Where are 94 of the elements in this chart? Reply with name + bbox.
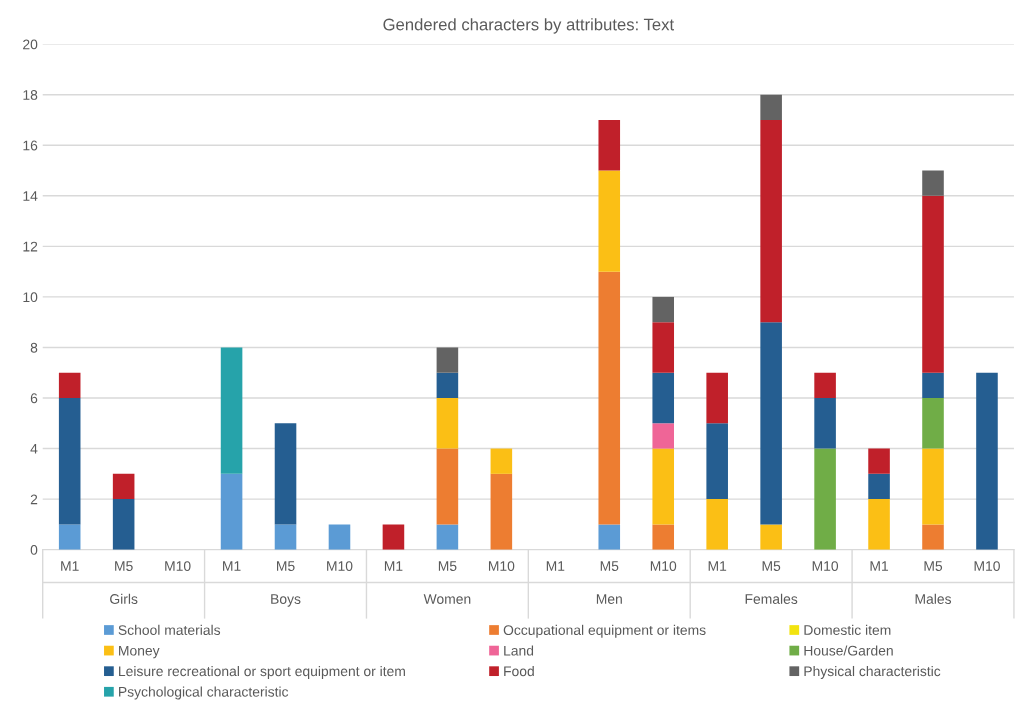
bar <box>652 322 675 373</box>
bar <box>382 524 405 550</box>
legend-label: Food <box>504 665 534 677</box>
bar <box>436 347 459 373</box>
bar <box>58 524 81 550</box>
legend-label: School materials <box>118 624 221 635</box>
x-tick-label: M5 <box>924 561 943 571</box>
x-tick-label: M10 <box>327 561 353 571</box>
bar <box>112 473 135 500</box>
legend-label: Leisure recreational or sport equipment or item <box>119 665 405 679</box>
x-tick-label: M5 <box>115 561 133 571</box>
bar <box>922 524 944 550</box>
bar <box>868 499 890 550</box>
y-tick-label: 20 <box>23 39 38 50</box>
bar <box>868 448 890 474</box>
x-tick-label: M5 <box>438 561 457 571</box>
y-tick-label: 0 <box>30 545 38 555</box>
y-tick-label: 10 <box>23 292 38 303</box>
bar <box>706 372 728 424</box>
bar <box>436 372 459 399</box>
bar <box>58 372 81 399</box>
text: Women <box>423 594 471 604</box>
bar <box>598 119 621 171</box>
bar <box>220 473 243 550</box>
text: Males <box>915 593 952 604</box>
y-tick-label: 6 <box>30 393 38 404</box>
bar <box>112 499 135 550</box>
legend-label: Occupational equipment or items <box>503 624 706 638</box>
bar <box>922 372 944 399</box>
bar <box>220 347 243 474</box>
text: Men <box>596 594 622 604</box>
bar <box>922 195 944 373</box>
text: Boys <box>271 594 301 607</box>
x-tick-label: M5 <box>600 561 619 571</box>
bar <box>814 398 836 449</box>
legend-label: House/Garden <box>804 645 893 656</box>
x-tick-label: M10 <box>812 561 839 571</box>
bar <box>922 448 944 525</box>
y-tick-label: 4 <box>30 444 38 454</box>
bar <box>868 473 890 500</box>
bar <box>976 372 998 550</box>
y-tick-label: 8 <box>30 342 38 353</box>
x-tick-label: M5 <box>277 561 295 571</box>
legend-label: Physical characteristic <box>804 665 941 679</box>
x-tick-label: M1 <box>223 561 241 571</box>
bar <box>652 448 675 525</box>
bar <box>652 296 675 323</box>
bar <box>922 398 944 449</box>
bar <box>760 119 782 323</box>
bar <box>814 448 836 550</box>
bar <box>58 398 81 525</box>
bar <box>328 524 351 550</box>
legend-label: Domestic item <box>804 624 891 635</box>
x-tick-label: M10 <box>165 561 191 571</box>
legend-label: Money <box>119 645 160 659</box>
bar <box>814 372 836 399</box>
bar <box>706 499 728 550</box>
bar <box>760 322 782 525</box>
bar <box>652 372 675 424</box>
bar <box>436 398 459 449</box>
bar <box>274 423 297 525</box>
text: Females <box>745 593 798 604</box>
legend-label: Land <box>504 645 534 656</box>
bar <box>436 524 459 550</box>
x-tick-label: M1 <box>384 561 403 571</box>
bar <box>706 423 728 500</box>
x-tick-label: M5 <box>762 561 781 571</box>
x-tick-label: M1 <box>708 561 727 571</box>
bar <box>652 524 675 550</box>
bar <box>598 170 621 272</box>
bar <box>922 170 944 196</box>
x-tick-label: M1 <box>546 561 565 571</box>
bar <box>436 448 459 525</box>
y-tick-label: 2 <box>30 494 38 505</box>
bar <box>598 271 621 525</box>
bar <box>760 524 782 550</box>
chart-title: Gendered characters by attributes: Text <box>383 18 674 34</box>
bar <box>760 94 782 120</box>
bar <box>652 423 675 449</box>
x-tick-label: M10 <box>650 561 677 571</box>
bar <box>490 473 513 550</box>
x-tick-label: M10 <box>974 561 1000 571</box>
x-tick-label: M1 <box>61 561 79 571</box>
bar <box>598 524 621 550</box>
y-tick-label: 14 <box>23 191 38 201</box>
y-tick-label: 12 <box>23 241 38 252</box>
y-tick-label: 18 <box>23 90 38 100</box>
x-tick-label: M1 <box>870 561 889 571</box>
text: Girls <box>110 593 138 604</box>
bar <box>490 448 513 474</box>
bar <box>274 524 297 550</box>
y-tick-label: 16 <box>23 140 38 151</box>
legend-label: Psychological characteristic <box>119 686 289 700</box>
x-tick-label: M10 <box>488 561 515 571</box>
